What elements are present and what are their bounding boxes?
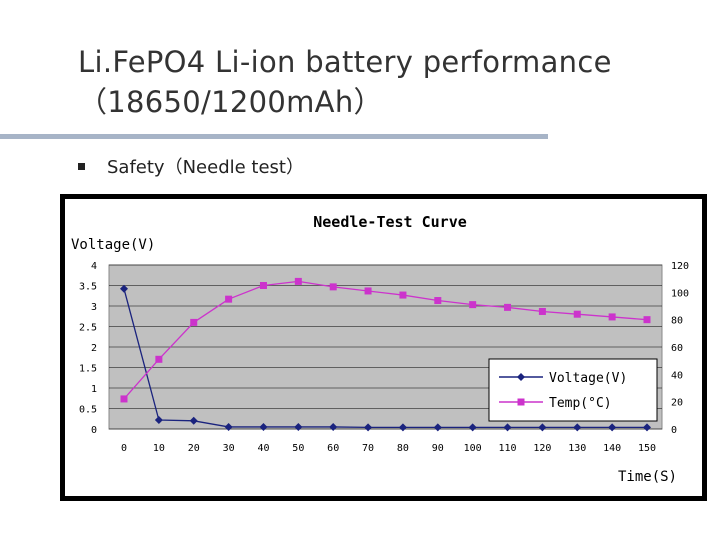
x-tick-label: 100 xyxy=(464,443,482,454)
data-point xyxy=(364,423,373,432)
y-axis-label: Voltage(V) xyxy=(71,237,155,253)
data-point xyxy=(468,423,477,432)
x-tick-label: 30 xyxy=(223,443,235,454)
chart-legend: Voltage(V) Temp(°C) xyxy=(488,358,658,422)
data-point xyxy=(364,287,372,295)
legend-marker xyxy=(517,373,525,381)
y-tick-label: 0 xyxy=(91,425,97,436)
data-point xyxy=(259,422,268,431)
y-tick-label: 0.5 xyxy=(79,405,97,416)
legend-label: Temp(°C) xyxy=(549,396,612,411)
x-tick-label: 150 xyxy=(638,443,656,454)
data-point xyxy=(154,415,163,424)
series-lines xyxy=(120,277,651,432)
data-point xyxy=(538,307,546,315)
y-tick-label: 4 xyxy=(91,261,97,272)
x-tick-label: 130 xyxy=(568,443,586,454)
data-point xyxy=(433,423,442,432)
y2-tick-label: 100 xyxy=(671,288,689,299)
y-tick-label: 1.5 xyxy=(79,364,97,375)
legend-label: Voltage(V) xyxy=(549,371,627,386)
data-point xyxy=(573,310,581,318)
y-tick-label: 3.5 xyxy=(79,282,97,293)
needle-test-chart: Needle-Test Curve Voltage(V) Time(S) 0 0.… xyxy=(65,199,702,496)
data-point xyxy=(120,395,128,403)
y2-tick-label: 0 xyxy=(671,425,677,436)
legend-box xyxy=(488,358,658,422)
y2-tick-label: 120 xyxy=(671,261,689,272)
data-point xyxy=(294,277,302,285)
slide-title: Li.FePO4 Li-ion battery performance（1865… xyxy=(78,45,612,119)
data-point xyxy=(608,423,617,432)
data-point xyxy=(120,284,128,293)
legend-marker xyxy=(517,398,525,406)
data-point xyxy=(224,422,233,431)
data-point xyxy=(399,291,407,299)
series-line xyxy=(123,288,647,429)
data-point xyxy=(329,283,337,291)
data-point xyxy=(155,355,163,363)
data-point xyxy=(573,423,582,432)
chart-title: Needle-Test Curve xyxy=(313,213,467,231)
data-point xyxy=(225,295,233,303)
x-tick-label: 70 xyxy=(362,443,374,454)
bullet-item: Safety（Needle test） xyxy=(78,153,304,179)
y2-tick-label: 40 xyxy=(671,370,683,381)
x-axis-label: Time(S) xyxy=(618,469,677,485)
data-point xyxy=(189,416,198,425)
title-divider xyxy=(0,134,548,139)
y-tick-label: 2.5 xyxy=(79,323,97,334)
data-point xyxy=(504,303,512,311)
x-tick-label: 20 xyxy=(188,443,200,454)
x-tick-label: 60 xyxy=(327,443,339,454)
y2-tick-label: 60 xyxy=(671,343,683,354)
x-tick-label: 120 xyxy=(533,443,551,454)
data-point xyxy=(503,423,512,432)
chart-frame: Needle-Test Curve Voltage(V) Time(S) 0 0.… xyxy=(60,194,707,501)
x-tick-label: 50 xyxy=(292,443,304,454)
data-point xyxy=(643,316,651,324)
data-point xyxy=(294,422,303,431)
y2-tick-label: 20 xyxy=(671,398,683,409)
y-tick-label: 3 xyxy=(91,302,97,313)
x-tick-label: 40 xyxy=(257,443,269,454)
data-point xyxy=(608,313,616,321)
data-point xyxy=(434,297,442,305)
data-point xyxy=(190,318,198,326)
y-tick-label: 1 xyxy=(91,384,97,395)
data-point xyxy=(538,423,547,432)
x-tick-label: 110 xyxy=(499,443,517,454)
x-tick-label: 90 xyxy=(432,443,444,454)
y2-tick-label: 80 xyxy=(671,316,683,327)
series-line xyxy=(123,280,648,400)
bullet-square-icon xyxy=(78,162,85,170)
x-tick-label: 0 xyxy=(121,443,127,454)
data-point xyxy=(259,282,267,289)
data-point xyxy=(329,422,338,431)
x-tick-label: 10 xyxy=(153,443,165,454)
x-tick-label: 80 xyxy=(397,443,409,454)
y-tick-label: 2 xyxy=(91,343,97,354)
bullet-text: Safety（Needle test） xyxy=(107,157,304,178)
data-point xyxy=(398,423,407,432)
data-point xyxy=(643,423,651,432)
data-point xyxy=(469,301,477,309)
x-tick-label: 140 xyxy=(603,443,621,454)
